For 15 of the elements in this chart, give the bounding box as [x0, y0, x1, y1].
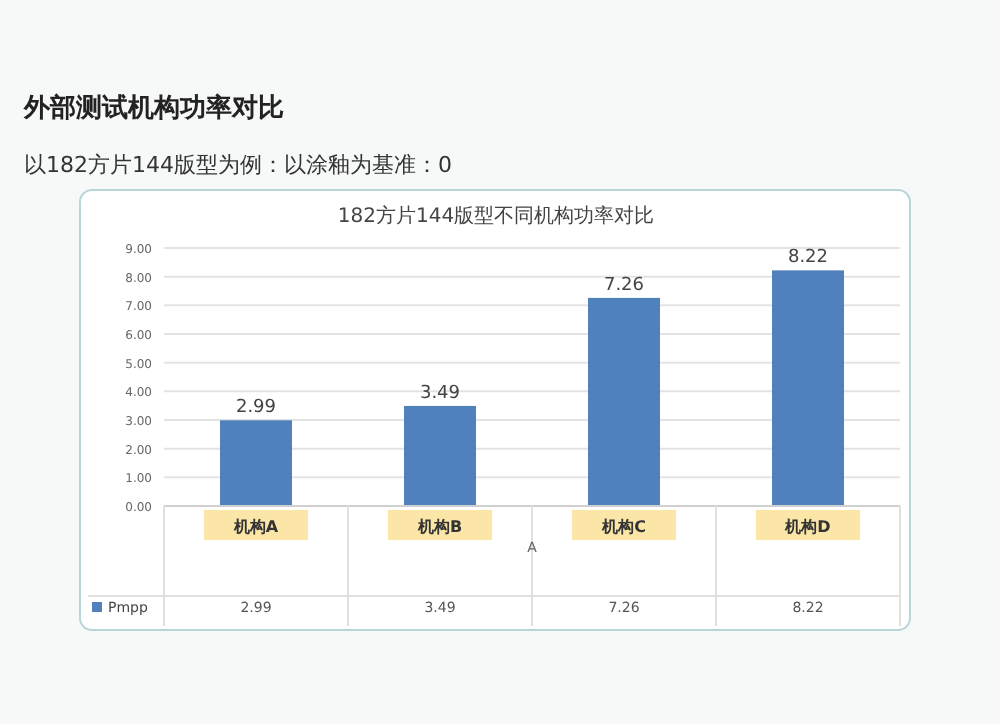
- text: 以182方片144版型为例：以涂釉为基准：0: [24, 152, 452, 178]
- bar: [772, 270, 844, 506]
- chart-title: 182方片144版型不同机构功率对比: [337, 204, 655, 228]
- chart-subtitle: 外部测试机构功率对比: [22, 92, 284, 124]
- bar: [588, 297, 660, 506]
- x-tick-label: 机构A: [231, 518, 280, 536]
- annotation: 2.99: [235, 398, 277, 419]
- bar: [220, 420, 292, 506]
- annotation: 7.26: [603, 275, 645, 296]
- annotation: 3.49: [419, 383, 461, 404]
- annotation: 8.22: [787, 248, 829, 269]
- x-tick-label: 机构D: [783, 518, 832, 536]
- x-tick-label: 机构C: [600, 518, 647, 536]
- bar: [404, 405, 476, 506]
- x-tick-label: 机构B: [415, 518, 463, 536]
